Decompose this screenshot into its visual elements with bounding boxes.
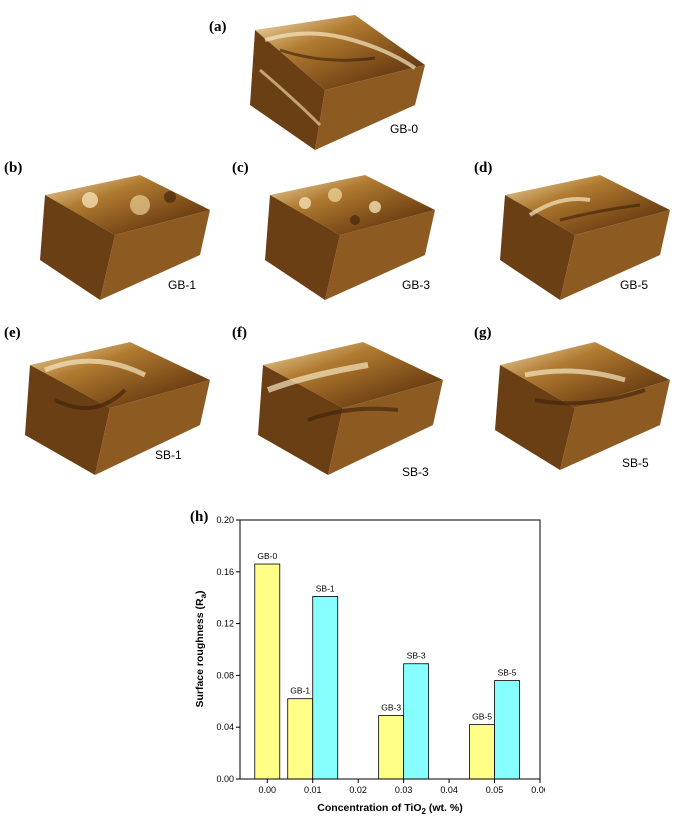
afm-surface-b (40, 175, 210, 300)
panel-sample-a: GB-0 (390, 122, 419, 136)
y-tick-label: 0.16 (216, 567, 234, 577)
data-label-gb-0: GB-0 (257, 551, 277, 561)
bar-sb-5 (494, 680, 520, 780)
afm-surface-e (25, 342, 210, 475)
x-axis-title: Concentration of TiO2 (wt. %) (317, 802, 462, 816)
afm-surface-f (258, 342, 443, 475)
panel-label-a: (a) (209, 19, 227, 35)
bar-gb-3 (378, 715, 405, 780)
afm-surface-c (265, 175, 435, 300)
bar-gb-0 (254, 563, 281, 780)
afm-surface-d (500, 175, 670, 300)
x-tick-label: 0.05 (486, 785, 504, 795)
afm-surface-a (250, 15, 425, 150)
data-label-gb-1: GB-1 (290, 686, 310, 696)
panel-sample-g: SB-5 (622, 456, 649, 470)
plot-frame (239, 519, 541, 780)
data-label-gb-5: GB-5 (472, 712, 492, 722)
panel-label-c: (c) (232, 160, 249, 176)
panel-sample-c: GB-3 (402, 278, 431, 292)
panel-label-f: (f) (232, 325, 247, 341)
y-tick-label: 0.12 (216, 619, 234, 629)
x-tick-label: 0.04 (440, 785, 458, 795)
data-label-gb-3: GB-3 (381, 703, 401, 713)
panel-label-h: (h) (190, 509, 209, 525)
bar-sb-3 (403, 663, 430, 780)
y-tick-label: 0.00 (216, 774, 234, 784)
x-tick-label: 0.03 (395, 785, 413, 795)
panel-label-g: (g) (474, 325, 492, 341)
panel-sample-e: SB-1 (155, 448, 182, 462)
data-label-sb-3: SB-3 (407, 651, 426, 661)
data-label-sb-5: SB-5 (498, 668, 517, 678)
bar-gb-1 (287, 698, 314, 780)
x-tick-label: 0.02 (349, 785, 367, 795)
data-label-sb-1: SB-1 (316, 583, 335, 593)
x-tick-label: 0.06 (531, 785, 545, 795)
panel-sample-b: GB-1 (168, 278, 197, 292)
x-tick-label: 0.00 (259, 785, 277, 795)
x-tick-label: 0.01 (304, 785, 322, 795)
afm-surface-g (495, 342, 670, 470)
panel-label-e: (e) (4, 325, 21, 341)
panel-label-d: (d) (474, 160, 493, 176)
y-tick-label: 0.20 (216, 515, 234, 525)
panel-label-b: (b) (4, 160, 23, 176)
bar-gb-5 (469, 724, 495, 780)
roughness-bar-chart: GB-0 GB-1 SB-1 GB-3 SB-3 GB-5 SB-5 0.00 0.01 0.0… (194, 515, 545, 816)
y-tick-label: 0.04 (216, 722, 234, 732)
panel-sample-d: GB-5 (620, 278, 649, 292)
panel-sample-f: SB-3 (402, 465, 429, 479)
bar-sb-1 (312, 596, 339, 780)
y-tick-label: 0.08 (216, 670, 234, 680)
y-axis-title: Surface roughness (Ra) (194, 590, 208, 707)
